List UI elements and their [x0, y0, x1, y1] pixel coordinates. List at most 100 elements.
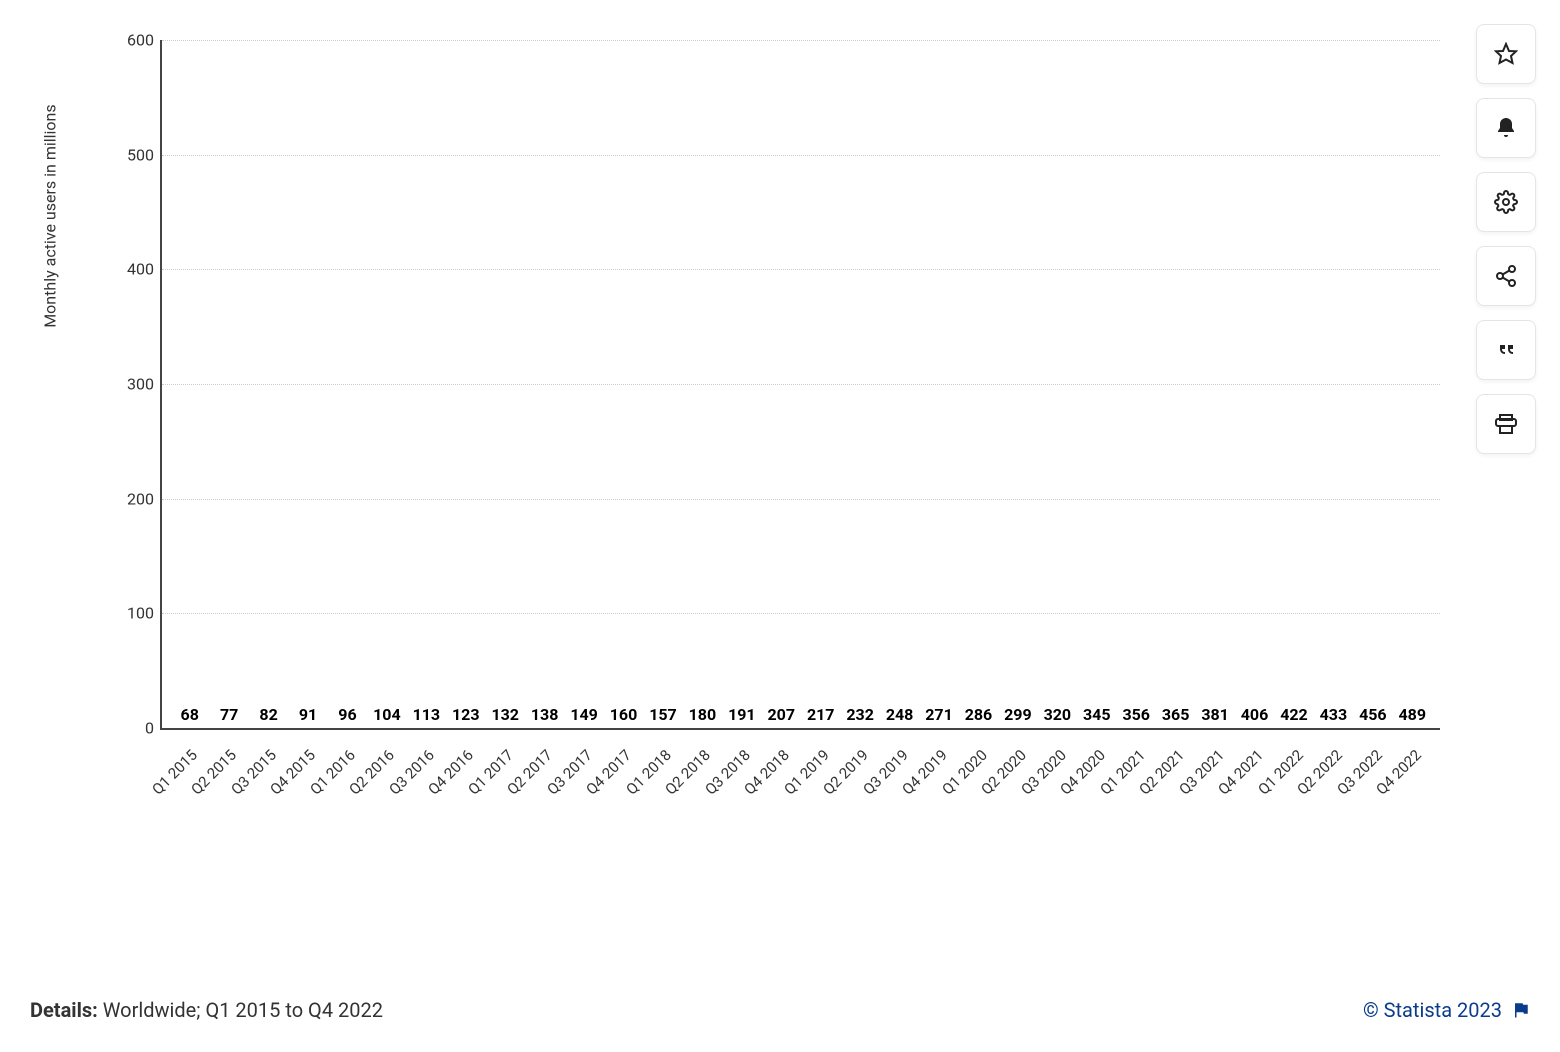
y-tick-label: 500: [112, 145, 154, 164]
bar[interactable]: 320: [1040, 705, 1075, 728]
bar[interactable]: 104: [369, 705, 404, 728]
y-tick-label: 400: [112, 260, 154, 279]
bar[interactable]: 160: [606, 705, 641, 728]
bar-value-label: 286: [965, 705, 993, 724]
bar[interactable]: 157: [645, 705, 680, 728]
bar-value-label: 356: [1122, 705, 1150, 724]
bar[interactable]: 91: [290, 705, 325, 728]
bar[interactable]: 381: [1197, 705, 1232, 728]
y-tick-label: 300: [112, 375, 154, 394]
bar-value-label: 160: [610, 705, 638, 724]
bar-value-label: 157: [649, 705, 677, 724]
bar[interactable]: 138: [527, 705, 562, 728]
bar[interactable]: 191: [724, 705, 759, 728]
bar[interactable]: 248: [882, 705, 917, 728]
y-tick-label: 600: [112, 31, 154, 50]
settings-button[interactable]: [1476, 172, 1536, 232]
x-axis-labels: Q1 2015Q2 2015Q3 2015Q4 2015Q1 2016Q2 20…: [160, 734, 1440, 824]
bar-value-label: 381: [1201, 705, 1229, 724]
bar-value-label: 299: [1004, 705, 1032, 724]
quote-icon: [1494, 338, 1518, 362]
bar[interactable]: 365: [1158, 705, 1193, 728]
gridline: [162, 40, 1440, 41]
gridline: [162, 613, 1440, 614]
favorite-button[interactable]: [1476, 24, 1536, 84]
chart-toolbar: [1476, 24, 1536, 454]
cite-button[interactable]: [1476, 320, 1536, 380]
bar[interactable]: 489: [1395, 705, 1430, 728]
details-text: Details: Worldwide; Q1 2015 to Q4 2022: [30, 998, 383, 1022]
details-label: Details:: [30, 998, 98, 1022]
chart-footer: Details: Worldwide; Q1 2015 to Q4 2022 ©…: [30, 998, 1530, 1022]
notify-button[interactable]: [1476, 98, 1536, 158]
y-axis-label: Monthly active users in millions: [41, 104, 60, 327]
attribution-text: © Statista 2023: [1363, 998, 1502, 1022]
bar-value-label: 138: [531, 705, 559, 724]
bar[interactable]: 123: [448, 705, 483, 728]
bar[interactable]: 68: [172, 705, 207, 728]
bar[interactable]: 132: [488, 705, 523, 728]
bar[interactable]: 77: [211, 705, 246, 728]
gridline: [162, 155, 1440, 156]
share-button[interactable]: [1476, 246, 1536, 306]
bar[interactable]: 356: [1119, 705, 1154, 728]
bar-value-label: 320: [1044, 705, 1072, 724]
bar-value-label: 123: [452, 705, 480, 724]
gridline: [162, 269, 1440, 270]
bell-icon: [1494, 116, 1518, 140]
bar-value-label: 406: [1241, 705, 1269, 724]
bar-value-label: 68: [181, 705, 199, 724]
bar[interactable]: 456: [1355, 705, 1390, 728]
bar-value-label: 180: [689, 705, 717, 724]
bar-value-label: 113: [413, 705, 441, 724]
gridline: [162, 384, 1440, 385]
bar[interactable]: 271: [921, 705, 956, 728]
bar[interactable]: 433: [1316, 705, 1351, 728]
bar-value-label: 104: [373, 705, 401, 724]
star-icon: [1494, 42, 1518, 66]
bar-value-label: 345: [1083, 705, 1111, 724]
bar-value-label: 433: [1320, 705, 1348, 724]
bar[interactable]: 406: [1237, 705, 1272, 728]
bar[interactable]: 113: [409, 705, 444, 728]
bar[interactable]: 180: [685, 705, 720, 728]
details-value: Worldwide; Q1 2015 to Q4 2022: [98, 998, 383, 1022]
bar[interactable]: 422: [1276, 705, 1311, 728]
print-icon: [1494, 412, 1518, 436]
y-tick-label: 100: [112, 604, 154, 623]
bar-value-label: 207: [768, 705, 796, 724]
bar-value-label: 271: [925, 705, 953, 724]
bar[interactable]: 82: [251, 705, 286, 728]
plot-area: 68 77 82 91 96 104 113 123 132 138 149 160 157 180 191…: [160, 40, 1440, 730]
x-tick: Q4 2022: [1395, 734, 1431, 824]
bar-value-label: 217: [807, 705, 835, 724]
bar[interactable]: 96: [330, 705, 365, 728]
y-tick-label: 200: [112, 489, 154, 508]
print-button[interactable]: [1476, 394, 1536, 454]
bar-value-label: 191: [728, 705, 756, 724]
attribution: © Statista 2023: [1363, 998, 1530, 1022]
bar[interactable]: 345: [1079, 705, 1114, 728]
bar-value-label: 489: [1399, 705, 1427, 724]
share-icon: [1494, 264, 1518, 288]
bar-value-label: 77: [220, 705, 238, 724]
bar[interactable]: 232: [842, 705, 877, 728]
bar-value-label: 96: [338, 705, 356, 724]
bar-value-label: 132: [491, 705, 519, 724]
bar-value-label: 365: [1162, 705, 1190, 724]
bar-value-label: 91: [299, 705, 317, 724]
y-tick-label: 0: [112, 719, 154, 738]
bar-value-label: 248: [886, 705, 914, 724]
flag-icon[interactable]: [1512, 1001, 1530, 1019]
bar[interactable]: 149: [566, 705, 601, 728]
bar-value-label: 149: [570, 705, 598, 724]
bar[interactable]: 286: [961, 705, 996, 728]
bar-value-label: 82: [259, 705, 277, 724]
gear-icon: [1494, 190, 1518, 214]
chart-container: Monthly active users in millions 6877829…: [60, 20, 1520, 840]
bar-value-label: 456: [1359, 705, 1387, 724]
bar[interactable]: 217: [803, 705, 838, 728]
bar[interactable]: 207: [764, 705, 799, 728]
bar[interactable]: 299: [1000, 705, 1035, 728]
bar-value-label: 422: [1280, 705, 1308, 724]
